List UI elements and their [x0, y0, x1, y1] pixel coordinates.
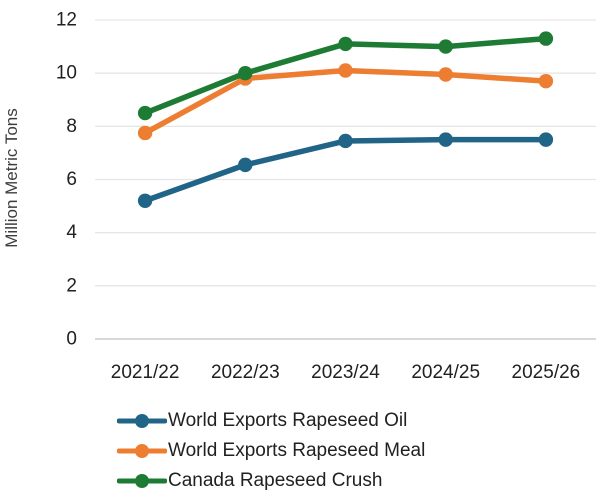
data-point [538, 73, 554, 89]
y-axis-title: Million Metric Tons [2, 108, 21, 248]
data-point [137, 125, 153, 141]
legend-label: World Exports Rapeseed Oil [168, 409, 408, 431]
series-world-exports-rapeseed-meal [137, 63, 554, 141]
series-world-exports-rapeseed-oil [137, 132, 554, 208]
x-axis-tick-labels: 2021/22 2022/23 2023/24 2024/25 2025/26 [111, 362, 580, 383]
legend-marker [117, 443, 167, 458]
legend-marker [117, 413, 167, 428]
data-point [538, 31, 554, 46]
data-point [238, 65, 253, 81]
data-point [438, 39, 453, 54]
x-tick-label: 2022/23 [211, 362, 280, 383]
x-tick-label: 2024/25 [411, 362, 480, 383]
y-tick-label: 6 [66, 169, 77, 190]
x-tick-label: 2021/22 [111, 362, 180, 383]
legend: World Exports Rapeseed Oil World Exports … [117, 407, 425, 494]
data-point [137, 193, 153, 208]
data-point [538, 132, 554, 147]
y-tick-label: 2 [66, 275, 77, 296]
x-tick-label: 2023/24 [311, 362, 380, 383]
legend-item-0: World Exports Rapeseed Oil [117, 407, 425, 434]
data-series-layer [137, 31, 554, 208]
legend-marker-dot [135, 443, 149, 458]
y-tick-label: 10 [56, 63, 77, 84]
legend-item-2: Canada Rapeseed Crush [117, 467, 425, 494]
legend-label: Canada Rapeseed Crush [168, 469, 383, 491]
y-tick-label: 12 [56, 10, 77, 31]
y-tick-label: 0 [66, 329, 77, 350]
data-point [338, 63, 353, 78]
legend-item-1: World Exports Rapeseed Meal [117, 437, 425, 464]
series-canada-rapeseed-crush [137, 31, 554, 121]
y-tick-label: 8 [66, 116, 77, 137]
legend-marker-dot [135, 413, 149, 428]
data-point [438, 67, 453, 82]
series-line [142, 136, 549, 204]
y-axis-tick-labels: 0 2 4 6 8 10 12 [56, 10, 78, 350]
legend-marker-dot [135, 473, 149, 488]
data-point [137, 105, 153, 121]
data-point [338, 36, 353, 52]
data-point [338, 133, 353, 149]
series-line [142, 67, 549, 136]
y-tick-label: 4 [66, 222, 77, 243]
data-point [438, 132, 453, 147]
x-tick-label: 2025/26 [512, 362, 581, 383]
legend-marker [117, 473, 167, 488]
legend-label: World Exports Rapeseed Meal [168, 439, 426, 461]
data-point [238, 157, 253, 173]
